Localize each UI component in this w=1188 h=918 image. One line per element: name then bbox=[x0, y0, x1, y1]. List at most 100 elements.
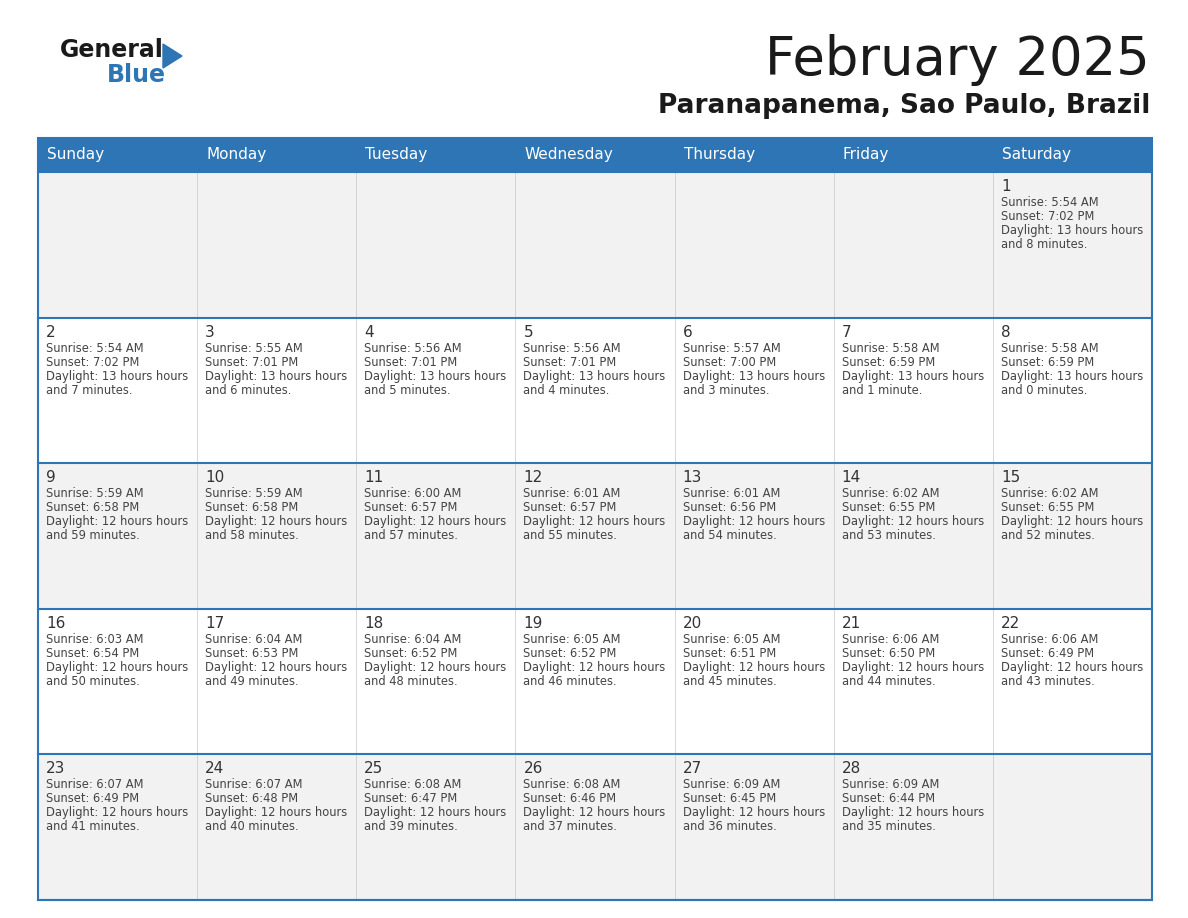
Text: Sunset: 6:47 PM: Sunset: 6:47 PM bbox=[365, 792, 457, 805]
Text: 5: 5 bbox=[524, 325, 533, 340]
Text: 17: 17 bbox=[206, 616, 225, 631]
Text: 22: 22 bbox=[1000, 616, 1020, 631]
Text: Thursday: Thursday bbox=[683, 148, 754, 162]
Polygon shape bbox=[163, 44, 182, 68]
Text: Sunday: Sunday bbox=[48, 148, 105, 162]
Text: Sunrise: 6:05 AM: Sunrise: 6:05 AM bbox=[683, 633, 781, 645]
Text: Daylight: 13 hours hours: Daylight: 13 hours hours bbox=[206, 370, 347, 383]
Text: Sunset: 6:49 PM: Sunset: 6:49 PM bbox=[1000, 647, 1094, 660]
Text: Daylight: 12 hours hours: Daylight: 12 hours hours bbox=[206, 515, 347, 528]
Text: Sunrise: 5:58 AM: Sunrise: 5:58 AM bbox=[1000, 341, 1099, 354]
Text: Saturday: Saturday bbox=[1001, 148, 1070, 162]
Text: Daylight: 12 hours hours: Daylight: 12 hours hours bbox=[842, 806, 984, 820]
Text: Blue: Blue bbox=[107, 63, 166, 87]
Text: and 52 minutes.: and 52 minutes. bbox=[1000, 529, 1094, 543]
Bar bbox=[38, 138, 1152, 172]
Bar bbox=[38, 318, 1152, 464]
Text: Sunrise: 6:05 AM: Sunrise: 6:05 AM bbox=[524, 633, 621, 645]
Text: 25: 25 bbox=[365, 761, 384, 777]
Text: Sunrise: 6:09 AM: Sunrise: 6:09 AM bbox=[683, 778, 781, 791]
Bar bbox=[38, 609, 1152, 755]
Text: Sunrise: 6:04 AM: Sunrise: 6:04 AM bbox=[365, 633, 462, 645]
Text: Sunset: 6:53 PM: Sunset: 6:53 PM bbox=[206, 647, 298, 660]
Text: Paranapanema, Sao Paulo, Brazil: Paranapanema, Sao Paulo, Brazil bbox=[658, 93, 1150, 119]
Text: 7: 7 bbox=[842, 325, 852, 340]
Text: Sunset: 6:58 PM: Sunset: 6:58 PM bbox=[206, 501, 298, 514]
Text: Sunset: 6:52 PM: Sunset: 6:52 PM bbox=[524, 647, 617, 660]
Text: and 55 minutes.: and 55 minutes. bbox=[524, 529, 618, 543]
Text: 16: 16 bbox=[46, 616, 65, 631]
Text: Sunrise: 6:01 AM: Sunrise: 6:01 AM bbox=[524, 487, 621, 500]
Text: Sunset: 6:48 PM: Sunset: 6:48 PM bbox=[206, 792, 298, 805]
Text: Sunset: 6:59 PM: Sunset: 6:59 PM bbox=[842, 355, 935, 369]
Text: Sunrise: 6:07 AM: Sunrise: 6:07 AM bbox=[206, 778, 303, 791]
Bar bbox=[38, 464, 1152, 609]
Text: and 57 minutes.: and 57 minutes. bbox=[365, 529, 459, 543]
Text: Sunset: 6:49 PM: Sunset: 6:49 PM bbox=[46, 792, 139, 805]
Text: Sunrise: 6:06 AM: Sunrise: 6:06 AM bbox=[842, 633, 939, 645]
Text: and 54 minutes.: and 54 minutes. bbox=[683, 529, 776, 543]
Text: Sunset: 6:45 PM: Sunset: 6:45 PM bbox=[683, 792, 776, 805]
Text: Sunset: 7:01 PM: Sunset: 7:01 PM bbox=[206, 355, 298, 369]
Text: 28: 28 bbox=[842, 761, 861, 777]
Text: 13: 13 bbox=[683, 470, 702, 486]
Text: 6: 6 bbox=[683, 325, 693, 340]
Text: Sunset: 6:51 PM: Sunset: 6:51 PM bbox=[683, 647, 776, 660]
Text: Friday: Friday bbox=[842, 148, 889, 162]
Text: Daylight: 12 hours hours: Daylight: 12 hours hours bbox=[683, 515, 824, 528]
Text: and 43 minutes.: and 43 minutes. bbox=[1000, 675, 1094, 688]
Text: Sunset: 6:59 PM: Sunset: 6:59 PM bbox=[1000, 355, 1094, 369]
Text: 2: 2 bbox=[46, 325, 56, 340]
Text: Daylight: 12 hours hours: Daylight: 12 hours hours bbox=[524, 661, 665, 674]
Text: 1: 1 bbox=[1000, 179, 1011, 194]
Text: 11: 11 bbox=[365, 470, 384, 486]
Text: Sunrise: 6:01 AM: Sunrise: 6:01 AM bbox=[683, 487, 781, 500]
Text: and 39 minutes.: and 39 minutes. bbox=[365, 821, 459, 834]
Text: Sunset: 6:50 PM: Sunset: 6:50 PM bbox=[842, 647, 935, 660]
Text: Daylight: 13 hours hours: Daylight: 13 hours hours bbox=[1000, 224, 1143, 237]
Text: Sunset: 6:46 PM: Sunset: 6:46 PM bbox=[524, 792, 617, 805]
Text: Sunset: 6:44 PM: Sunset: 6:44 PM bbox=[842, 792, 935, 805]
Text: Sunrise: 5:59 AM: Sunrise: 5:59 AM bbox=[206, 487, 303, 500]
Text: General: General bbox=[61, 38, 164, 62]
Text: Sunset: 7:01 PM: Sunset: 7:01 PM bbox=[524, 355, 617, 369]
Text: Sunrise: 5:55 AM: Sunrise: 5:55 AM bbox=[206, 341, 303, 354]
Text: and 1 minute.: and 1 minute. bbox=[842, 384, 922, 397]
Text: Sunset: 7:02 PM: Sunset: 7:02 PM bbox=[1000, 210, 1094, 223]
Text: 14: 14 bbox=[842, 470, 861, 486]
Text: Daylight: 13 hours hours: Daylight: 13 hours hours bbox=[1000, 370, 1143, 383]
Bar bbox=[38, 138, 1152, 900]
Text: 18: 18 bbox=[365, 616, 384, 631]
Text: Sunset: 6:57 PM: Sunset: 6:57 PM bbox=[524, 501, 617, 514]
Text: Wednesday: Wednesday bbox=[524, 148, 613, 162]
Text: and 5 minutes.: and 5 minutes. bbox=[365, 384, 450, 397]
Text: and 53 minutes.: and 53 minutes. bbox=[842, 529, 936, 543]
Text: Sunrise: 6:09 AM: Sunrise: 6:09 AM bbox=[842, 778, 939, 791]
Text: 9: 9 bbox=[46, 470, 56, 486]
Text: Sunrise: 6:02 AM: Sunrise: 6:02 AM bbox=[842, 487, 940, 500]
Text: 23: 23 bbox=[46, 761, 65, 777]
Text: 12: 12 bbox=[524, 470, 543, 486]
Text: and 37 minutes.: and 37 minutes. bbox=[524, 821, 618, 834]
Text: 8: 8 bbox=[1000, 325, 1011, 340]
Text: Tuesday: Tuesday bbox=[365, 148, 428, 162]
Text: Daylight: 12 hours hours: Daylight: 12 hours hours bbox=[524, 806, 665, 820]
Text: Daylight: 12 hours hours: Daylight: 12 hours hours bbox=[46, 806, 188, 820]
Text: and 0 minutes.: and 0 minutes. bbox=[1000, 384, 1087, 397]
Text: Sunrise: 5:59 AM: Sunrise: 5:59 AM bbox=[46, 487, 144, 500]
Text: Daylight: 13 hours hours: Daylight: 13 hours hours bbox=[46, 370, 188, 383]
Text: 3: 3 bbox=[206, 325, 215, 340]
Text: Daylight: 12 hours hours: Daylight: 12 hours hours bbox=[842, 515, 984, 528]
Text: Sunrise: 6:02 AM: Sunrise: 6:02 AM bbox=[1000, 487, 1099, 500]
Text: Sunrise: 6:07 AM: Sunrise: 6:07 AM bbox=[46, 778, 144, 791]
Text: 10: 10 bbox=[206, 470, 225, 486]
Text: Sunrise: 6:08 AM: Sunrise: 6:08 AM bbox=[365, 778, 462, 791]
Text: Daylight: 13 hours hours: Daylight: 13 hours hours bbox=[524, 370, 665, 383]
Text: Sunrise: 5:56 AM: Sunrise: 5:56 AM bbox=[524, 341, 621, 354]
Text: Daylight: 12 hours hours: Daylight: 12 hours hours bbox=[683, 806, 824, 820]
Text: 26: 26 bbox=[524, 761, 543, 777]
Text: 21: 21 bbox=[842, 616, 861, 631]
Text: Daylight: 12 hours hours: Daylight: 12 hours hours bbox=[842, 661, 984, 674]
Text: and 44 minutes.: and 44 minutes. bbox=[842, 675, 935, 688]
Text: and 36 minutes.: and 36 minutes. bbox=[683, 821, 776, 834]
